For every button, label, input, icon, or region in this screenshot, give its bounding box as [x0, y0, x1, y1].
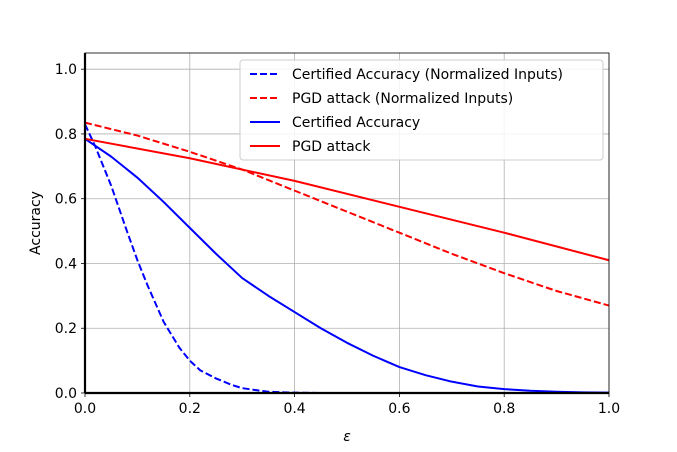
- x-tick-label: 0.2: [179, 401, 201, 417]
- y-axis-label: Accuracy: [28, 191, 44, 255]
- x-tick-label: 0.4: [283, 401, 305, 417]
- axes-layer: [83, 52, 610, 395]
- series-line: [84, 121, 610, 307]
- legend-label: PGD attack (Normalized Inputs): [292, 91, 513, 107]
- series-line: [84, 123, 609, 394]
- y-tick-label: 0.0: [55, 386, 77, 402]
- y-tick-label: 1.0: [55, 62, 77, 78]
- x-axis-label: ε: [343, 429, 351, 445]
- legend: Certified Accuracy (Normalized Inputs) PG…: [239, 59, 604, 161]
- y-tick-label: 0.4: [55, 256, 77, 272]
- legend-label: Certified Accuracy: [292, 115, 420, 131]
- ticks-layer: 0.0 0.2 0.4 0.6 0.8 1.0 0.0 0.2 0.4 0.6 0.8 1.0: [55, 62, 620, 417]
- legend-label: Certified Accuracy (Normalized Inputs): [292, 67, 563, 83]
- x-tick-label: 0.6: [388, 401, 410, 417]
- x-tick-label: 0.0: [74, 401, 96, 417]
- x-tick-label: 1.0: [598, 401, 620, 417]
- series-line: [84, 137, 610, 394]
- series-line: [84, 137, 610, 262]
- y-tick-label: 0.8: [55, 127, 77, 143]
- y-tick-label: 0.6: [55, 192, 77, 208]
- y-tick-label: 0.2: [55, 321, 77, 337]
- x-tick-label: 0.8: [493, 401, 515, 417]
- series-layer: [84, 121, 610, 394]
- legend-box: [239, 59, 604, 161]
- legend-label: PGD attack: [292, 139, 371, 155]
